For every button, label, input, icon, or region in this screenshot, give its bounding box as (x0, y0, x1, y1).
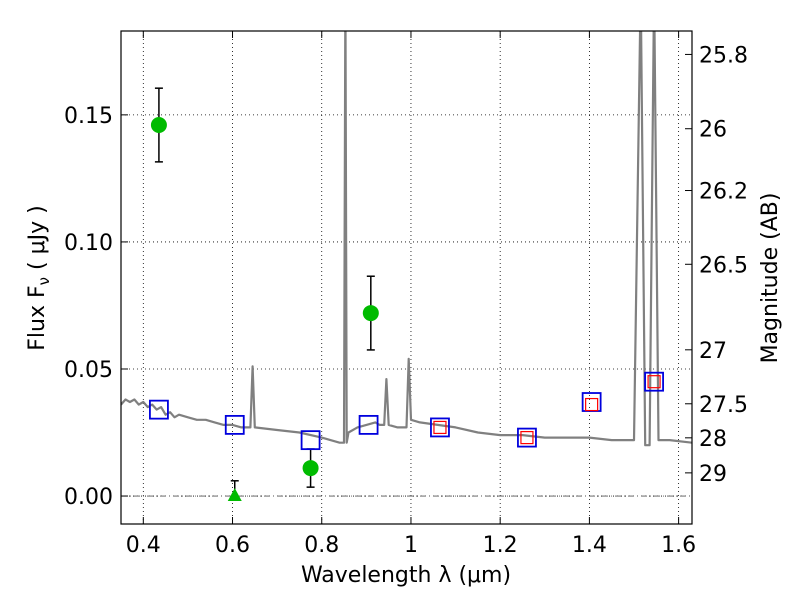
model-flux-point (358, 414, 379, 435)
flux-point (362, 305, 379, 322)
x-tick-label: 0.8 (304, 533, 339, 558)
y2-tick-label: 25.8 (699, 43, 748, 68)
model-flux-point-red (647, 375, 661, 389)
model-flux-point-red (520, 430, 534, 445)
grid (121, 31, 692, 524)
x-axis-label: Wavelength λ (μm) (301, 563, 511, 588)
y2-tick-label: 28 (699, 427, 727, 452)
x-tick-label: 1.4 (572, 533, 607, 558)
model-spectrum (121, 31, 692, 447)
model-flux-point (300, 430, 321, 451)
y-axis-label-subscript: ν (35, 277, 53, 285)
axis-ticks (121, 31, 692, 524)
y2-tick-label: 26 (699, 118, 727, 143)
flux-point (150, 117, 167, 134)
plot-frame (120, 30, 693, 525)
model-flux-point (517, 427, 537, 448)
x-tick-label: 1.2 (483, 533, 518, 558)
x-tick-label: 1 (404, 533, 418, 558)
upper-limit-point (227, 488, 242, 502)
flux-point (302, 460, 319, 477)
y2-tick-label: 27.5 (699, 393, 748, 418)
y-axis-label-main: Flux F (25, 285, 50, 350)
y-tick-label: 0.05 (64, 358, 113, 383)
y-tick-label: 0.00 (64, 485, 113, 510)
spectrum-line (121, 31, 692, 447)
y-axis-label: Flux Fν ( μJy ) (25, 205, 53, 350)
y-tick-label: 0.15 (64, 104, 113, 129)
x-tick-labels: 0.4 0.6 0.8 1 1.2 1.4 1.6 (126, 533, 696, 558)
y-tick-label: 0.10 (64, 231, 113, 256)
y2-axis-label: Magnitude (AB) (758, 193, 783, 364)
model-flux-point (430, 417, 450, 438)
y2-tick-labels: 25.8 26 26.2 26.5 27 27.5 28 29 (699, 43, 748, 486)
y-tick-labels: 0.00 0.05 0.10 0.15 (64, 104, 113, 510)
model-flux-point-red (433, 420, 447, 435)
photometry-points (149, 87, 664, 502)
y2-tick-label: 29 (699, 462, 727, 487)
model-flux-point (224, 414, 245, 435)
model-flux-point-red (585, 397, 599, 412)
model-flux-point (149, 399, 169, 420)
x-tick-label: 0.4 (126, 533, 161, 558)
y2-tick-label: 26.5 (699, 253, 748, 278)
y2-tick-label: 26.2 (699, 180, 748, 205)
y-axis-label-unit: ( μJy ) (25, 205, 50, 277)
x-tick-label: 0.6 (215, 533, 250, 558)
y2-tick-label: 27 (699, 339, 727, 364)
model-flux-point (644, 371, 664, 392)
x-tick-label: 1.6 (661, 533, 696, 558)
